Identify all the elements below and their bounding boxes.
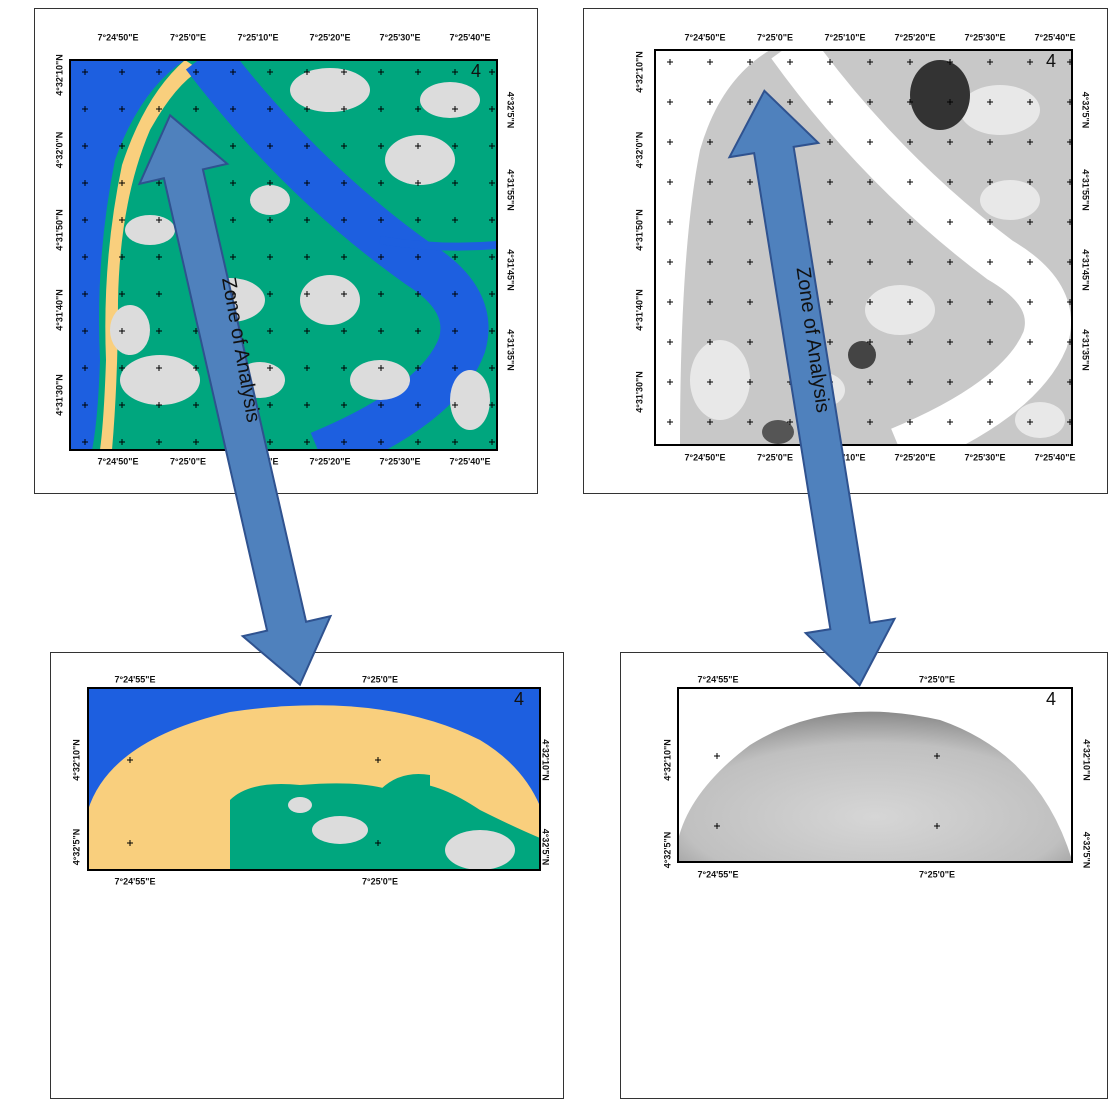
bottom-coord-label: 7°24'50"E — [684, 452, 725, 462]
left-coord-label: 4°31'50"N — [54, 209, 64, 251]
left-coord-label: 4°31'50"N — [634, 209, 644, 251]
classified-map — [70, 55, 497, 455]
right-coord-label: 4°32'5"N — [541, 829, 551, 866]
top-coord-label: 7°25'0"E — [170, 32, 206, 42]
left-coord-label: 4°32'5"N — [662, 832, 672, 869]
right-coord-label: 4°32'5"N — [506, 92, 516, 129]
top-coord-label: 7°25'0"E — [919, 674, 955, 684]
top-coord-label: 7°25'0"E — [362, 674, 398, 684]
right-coord-label: 4°32'5"N — [1082, 832, 1092, 869]
top-coord-label: 7°24'55"E — [114, 674, 155, 684]
top-coord-label: 7°25'30"E — [379, 32, 420, 42]
right-coord-label: 4°32'10"N — [1082, 739, 1092, 781]
top-coord-label: 7°24'50"E — [97, 32, 138, 42]
right-coord-label: 4°32'10"N — [541, 739, 551, 781]
left-coord-label: 4°31'40"N — [54, 289, 64, 331]
right-coord-label: 4°31'55"N — [506, 169, 516, 211]
bottom-coord-label: 7°25'30"E — [964, 452, 1005, 462]
left-coord-label: 4°32'5"N — [71, 829, 81, 866]
corner-number: 4 — [471, 61, 481, 81]
left-coord-label: 4°31'30"N — [54, 374, 64, 416]
bottom-coord-label: 7°25'30"E — [379, 456, 420, 466]
left-coord-label: 4°32'10"N — [54, 54, 64, 96]
left-coord-label: 4°32'10"N — [662, 739, 672, 781]
top-coord-label: 7°25'10"E — [824, 32, 865, 42]
grayscale-map — [655, 45, 1072, 450]
bottom-coord-label: 7°24'55"E — [697, 869, 738, 879]
classified-zoom — [88, 688, 545, 870]
top-coord-label: 7°25'20"E — [894, 32, 935, 42]
bottom-coord-label: 7°24'55"E — [114, 876, 155, 886]
left-coord-label: 4°31'30"N — [634, 371, 644, 413]
left-coord-label: 4°32'10"N — [71, 739, 81, 781]
top-coord-label: 7°24'50"E — [684, 32, 725, 42]
right-coord-label: 4°31'45"N — [506, 249, 516, 291]
figure: 7°24'50"E 7°25'0"E 7°25'10"E 7°25'20"E 7°25'… — [0, 0, 1109, 1100]
bottom-coord-label: 7°25'40"E — [449, 456, 490, 466]
bottom-coord-label: 7°25'20"E — [894, 452, 935, 462]
top-coord-label: 7°25'20"E — [309, 32, 350, 42]
right-coord-label: 4°31'35"N — [506, 329, 516, 371]
right-coord-label: 4°31'45"N — [1081, 249, 1091, 291]
bottom-coord-label: 7°25'40"E — [1034, 452, 1075, 462]
left-coord-label: 4°31'40"N — [634, 289, 644, 331]
bottom-coord-label: 7°25'0"E — [170, 456, 206, 466]
bottom-coord-label: 7°25'0"E — [919, 869, 955, 879]
top-coord-label: 7°25'10"E — [237, 32, 278, 42]
corner-number: 4 — [1046, 51, 1056, 71]
top-coord-label: 7°24'55"E — [697, 674, 738, 684]
right-coord-label: 4°32'5"N — [1081, 92, 1091, 129]
top-coord-label: 7°25'40"E — [1034, 32, 1075, 42]
left-coord-label: 4°32'0"N — [54, 132, 64, 169]
bottom-coord-label: 7°24'50"E — [97, 456, 138, 466]
right-coord-label: 4°31'55"N — [1081, 169, 1091, 211]
bottom-coord-label: 7°25'20"E — [309, 456, 350, 466]
grayscale-zoom — [678, 688, 1072, 862]
right-coord-label: 4°31'35"N — [1081, 329, 1091, 371]
top-coord-label: 7°25'0"E — [757, 32, 793, 42]
bottom-coord-label: 7°25'0"E — [362, 876, 398, 886]
left-coord-label: 4°32'0"N — [634, 132, 644, 169]
top-coord-label: 7°25'40"E — [449, 32, 490, 42]
left-coord-label: 4°32'10"N — [634, 51, 644, 93]
corner-number: 4 — [514, 689, 524, 709]
corner-number: 4 — [1046, 689, 1056, 709]
bottom-coord-label: 7°25'0"E — [757, 452, 793, 462]
top-coord-label: 7°25'30"E — [964, 32, 1005, 42]
